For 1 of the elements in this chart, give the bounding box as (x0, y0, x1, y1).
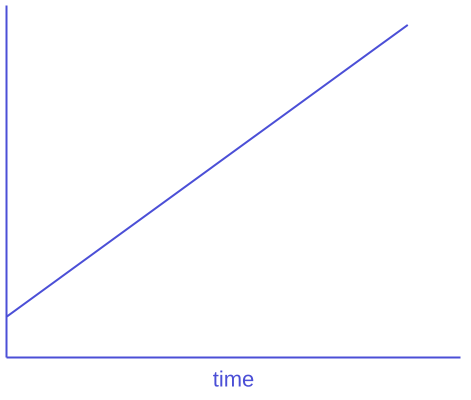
x-axis-title: time (212, 366, 254, 392)
